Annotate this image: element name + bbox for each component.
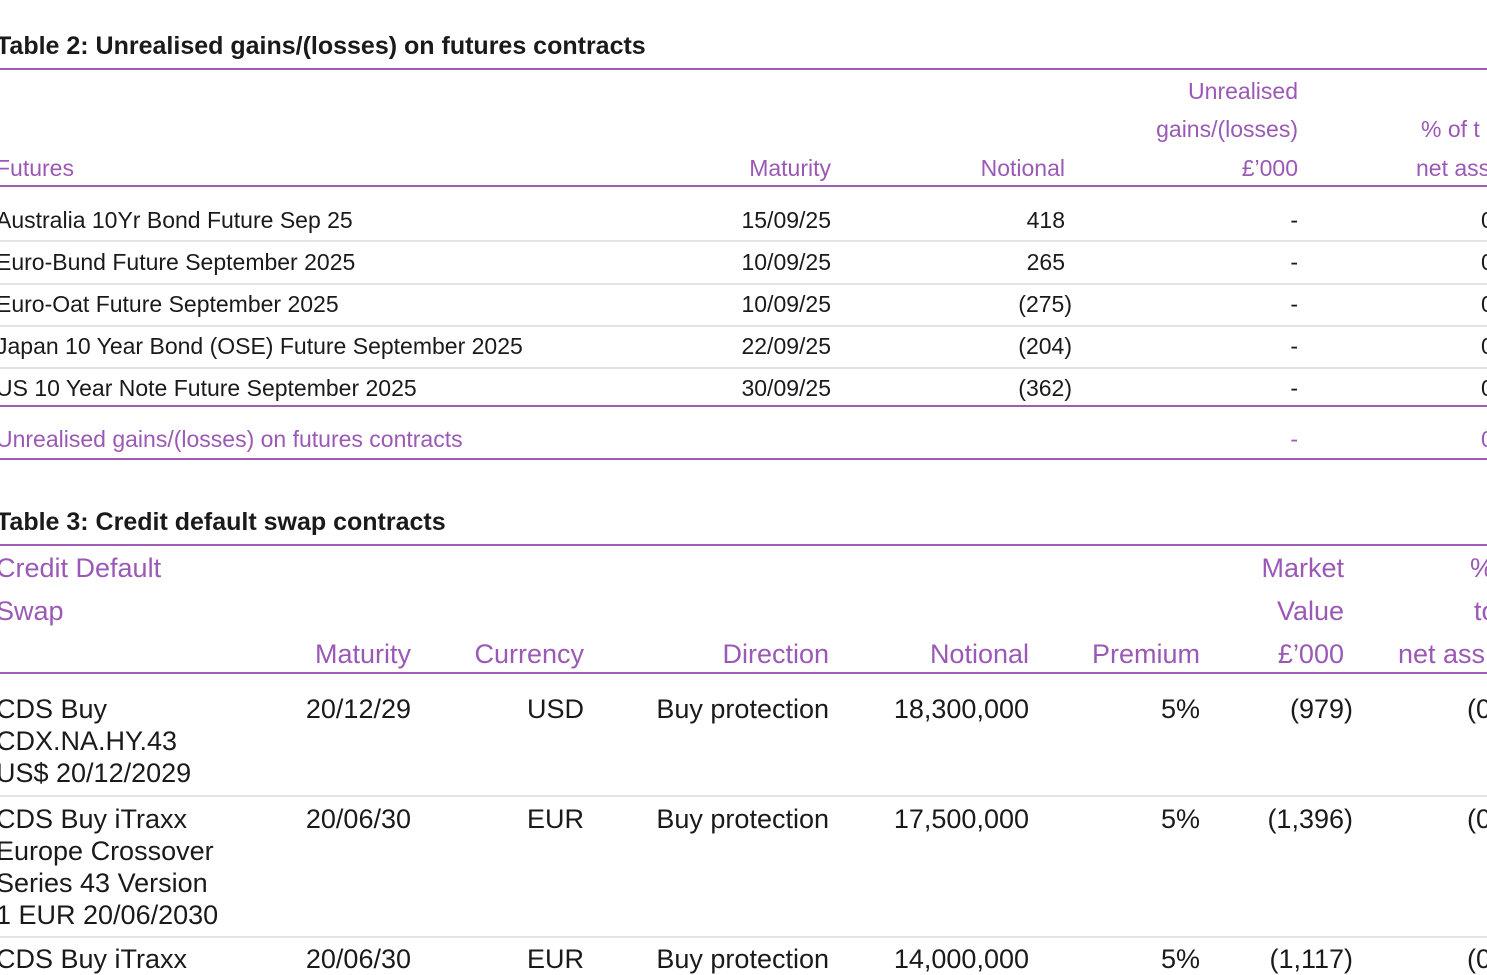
header-notional: Notional — [929, 639, 1029, 669]
row-divider — [0, 283, 1487, 285]
cds-currency: USD — [526, 694, 584, 724]
cds-pct: (0 — [1467, 804, 1487, 834]
table2-bottom-rule — [0, 458, 1487, 460]
header-pct-line1: % of t — [1421, 116, 1480, 142]
cds-name-line: US$ 20/12/2029 — [0, 758, 192, 788]
total-pct: 0 — [1481, 426, 1487, 453]
total-label: Unrealised gains/(losses) on futures con… — [0, 426, 463, 452]
row-divider — [0, 325, 1487, 327]
header-mv-line2: Value — [1276, 596, 1344, 626]
future-unrealised: - — [1290, 207, 1298, 233]
cds-market-value: (1,117) — [1269, 944, 1353, 974]
cds-name-line: CDS Buy — [0, 694, 108, 724]
cds-pct: (0 — [1467, 944, 1487, 974]
future-pct: 0 — [1481, 207, 1487, 234]
header-mv-line1: Market — [1261, 553, 1344, 583]
row-divider — [0, 240, 1487, 242]
cds-premium: 5% — [1160, 944, 1200, 974]
row-divider — [0, 936, 1487, 938]
cds-market-value: (1,396) — [1267, 804, 1353, 834]
future-maturity: 22/09/25 — [741, 333, 831, 359]
header-unrealised-line3: £’000 — [1241, 155, 1298, 181]
row-divider — [0, 795, 1487, 797]
cds-market-value: (979) — [1289, 694, 1353, 724]
cds-name-line: CDS Buy iTraxx — [0, 944, 188, 974]
table3-top-rule — [0, 544, 1487, 546]
future-notional: (204) — [1018, 333, 1072, 359]
header-maturity: Maturity — [749, 155, 831, 181]
future-maturity: 10/09/25 — [741, 249, 831, 275]
table2-top-rule — [0, 68, 1487, 70]
table2-header-rule — [0, 185, 1487, 187]
table2-total-top-rule — [0, 405, 1487, 407]
row-divider — [0, 367, 1487, 369]
table3-header-rule — [0, 672, 1487, 674]
future-maturity: 30/09/25 — [741, 375, 831, 401]
header-mv-line3: £’000 — [1277, 639, 1344, 669]
cds-pct: (0 — [1467, 694, 1487, 724]
future-notional: 265 — [1026, 249, 1065, 275]
header-futures: Futures — [0, 155, 74, 181]
cds-name-line: 1 EUR 20/06/2030 — [0, 900, 219, 930]
future-pct: 0 — [1481, 291, 1487, 318]
cds-maturity: 20/06/30 — [305, 804, 411, 834]
future-unrealised: - — [1290, 375, 1298, 401]
header-premium: Premium — [1091, 639, 1200, 669]
header-cds-line1: Credit Default — [0, 553, 162, 583]
header-unrealised-line1: Unrealised — [1188, 78, 1298, 104]
future-maturity: 15/09/25 — [741, 207, 831, 233]
future-unrealised: - — [1290, 333, 1298, 359]
header-pct-line2: net ass — [1416, 155, 1487, 181]
header-unrealised-line2: gains/(losses) — [1156, 116, 1298, 142]
future-unrealised: - — [1290, 291, 1298, 317]
cds-direction: Buy protection — [656, 694, 829, 724]
header-pct-line3: net ass — [1398, 639, 1486, 669]
header-direction: Direction — [722, 639, 829, 669]
cds-direction: Buy protection — [656, 944, 829, 974]
cds-name-line: Series 43 Version — [0, 868, 208, 898]
cds-direction: Buy protection — [656, 804, 829, 834]
header-cds-line2: Swap — [0, 596, 64, 626]
header-notional: Notional — [980, 155, 1065, 181]
cds-maturity: 20/12/29 — [305, 694, 411, 724]
future-notional: (275) — [1018, 291, 1072, 317]
cds-name-line: CDS Buy iTraxx — [0, 804, 188, 834]
future-name: US 10 Year Note Future September 2025 — [0, 375, 417, 401]
header-pct-line2: to — [1474, 596, 1487, 626]
future-pct: 0 — [1481, 333, 1487, 360]
total-unrealised: - — [1290, 426, 1298, 452]
future-pct: 0 — [1481, 249, 1487, 276]
cds-notional: 14,000,000 — [893, 944, 1029, 974]
cds-premium: 5% — [1160, 694, 1200, 724]
future-pct: 0 — [1481, 375, 1487, 402]
future-name: Euro-Oat Future September 2025 — [0, 291, 339, 317]
future-maturity: 10/09/25 — [741, 291, 831, 317]
cds-currency: EUR — [526, 804, 584, 834]
header-pct-line1: % — [1470, 553, 1487, 584]
future-name: Australia 10Yr Bond Future Sep 25 — [0, 207, 353, 233]
future-name: Euro-Bund Future September 2025 — [0, 249, 356, 275]
cds-premium: 5% — [1160, 804, 1200, 834]
table2-title: Table 2: Unrealised gains/(losses) on fu… — [0, 32, 646, 60]
cds-notional: 17,500,000 — [893, 804, 1029, 834]
cds-name-line: Europe Crossover — [0, 836, 214, 866]
future-notional: (362) — [1018, 375, 1072, 401]
cds-name-line: CDX.NA.HY.43 — [0, 726, 178, 756]
table3-title: Table 3: Credit default swap contracts — [0, 508, 446, 536]
future-name: Japan 10 Year Bond (OSE) Future Septembe… — [0, 333, 523, 359]
cds-maturity: 20/06/30 — [305, 944, 411, 974]
header-currency: Currency — [474, 639, 584, 669]
header-maturity: Maturity — [314, 639, 411, 669]
future-unrealised: - — [1290, 249, 1298, 275]
cds-currency: EUR — [526, 944, 584, 974]
future-notional: 418 — [1026, 207, 1065, 233]
cds-notional: 18,300,000 — [893, 694, 1029, 724]
